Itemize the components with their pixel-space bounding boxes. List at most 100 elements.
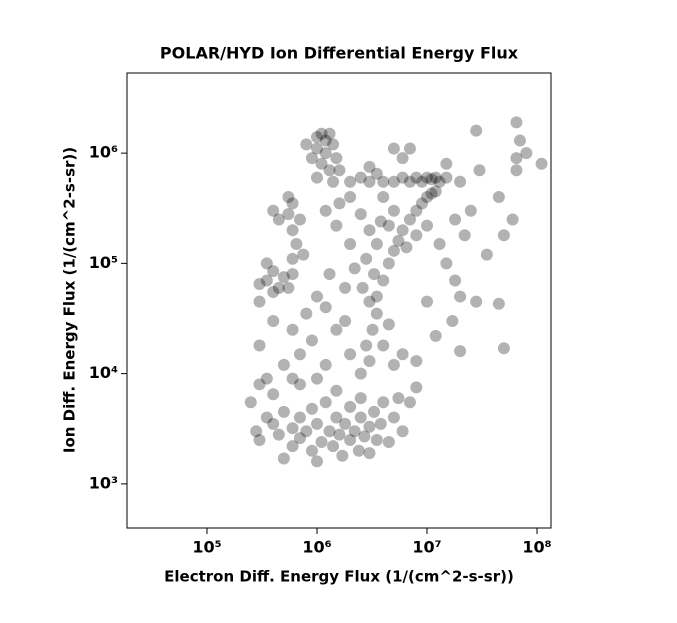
point [339, 281, 352, 294]
point [410, 204, 423, 217]
point [370, 434, 383, 447]
point [421, 295, 434, 308]
point [433, 175, 446, 188]
point [354, 411, 367, 424]
point [377, 339, 390, 352]
point [305, 402, 318, 415]
point [354, 208, 367, 221]
point [510, 152, 523, 165]
point [327, 440, 340, 453]
point [253, 434, 266, 447]
point [339, 417, 352, 430]
point [449, 274, 462, 287]
point [396, 348, 409, 361]
point [267, 315, 280, 328]
point [253, 295, 266, 308]
point [440, 257, 453, 270]
point [277, 452, 290, 465]
point [363, 175, 376, 188]
point [300, 425, 313, 438]
point [300, 307, 313, 320]
point [363, 295, 376, 308]
point [290, 237, 303, 250]
point [286, 440, 299, 453]
point [446, 315, 459, 328]
point [368, 268, 381, 281]
point [454, 345, 467, 358]
point [293, 213, 306, 226]
point [323, 127, 336, 140]
point [403, 175, 416, 188]
point [360, 252, 373, 265]
point [323, 268, 336, 281]
point [535, 157, 548, 170]
point [253, 378, 266, 391]
point [358, 430, 371, 443]
point [300, 138, 313, 151]
point [310, 131, 323, 144]
point [333, 164, 346, 177]
point [272, 213, 285, 226]
point [410, 381, 423, 394]
point [330, 411, 343, 424]
x-tick-label: 10⁷ [412, 538, 441, 557]
point [348, 425, 361, 438]
point [360, 339, 373, 352]
point [377, 175, 390, 188]
y-tick-label: 10³ [89, 473, 118, 492]
point [480, 248, 493, 261]
point [425, 187, 438, 200]
point [310, 142, 323, 155]
point [344, 175, 357, 188]
point [260, 411, 273, 424]
x-tick-label: 10⁵ [192, 538, 221, 557]
chart-title: POLAR/HYD Ion Differential Energy Flux [160, 44, 519, 63]
point [336, 449, 349, 462]
point [344, 190, 357, 203]
point [377, 274, 390, 287]
point [354, 367, 367, 380]
point [403, 142, 416, 155]
point [293, 378, 306, 391]
point [315, 435, 328, 448]
point [410, 355, 423, 368]
point [272, 428, 285, 441]
point [400, 241, 413, 254]
point [513, 134, 526, 147]
point [286, 252, 299, 265]
point [260, 274, 273, 287]
point [387, 411, 400, 424]
point [382, 435, 395, 448]
point [348, 262, 361, 275]
point [506, 213, 519, 226]
point [319, 396, 332, 409]
point [315, 127, 328, 140]
point [319, 134, 332, 147]
point [272, 281, 285, 294]
point [260, 372, 273, 385]
point [396, 425, 409, 438]
point [310, 171, 323, 184]
point [339, 315, 352, 328]
y-tick-label: 10⁵ [89, 253, 118, 272]
point [510, 116, 523, 129]
point [470, 124, 483, 137]
point [464, 204, 477, 217]
point [425, 173, 438, 186]
point [305, 152, 318, 165]
point [356, 281, 369, 294]
point [403, 396, 416, 409]
point [396, 152, 409, 165]
point [293, 348, 306, 361]
point [429, 329, 442, 342]
point [370, 307, 383, 320]
point [286, 268, 299, 281]
point [363, 420, 376, 433]
x-tick-label: 10⁸ [522, 538, 551, 557]
point [277, 271, 290, 284]
y-tick-label: 10⁶ [89, 143, 118, 162]
point [267, 265, 280, 278]
point [366, 323, 379, 336]
point [382, 219, 395, 232]
